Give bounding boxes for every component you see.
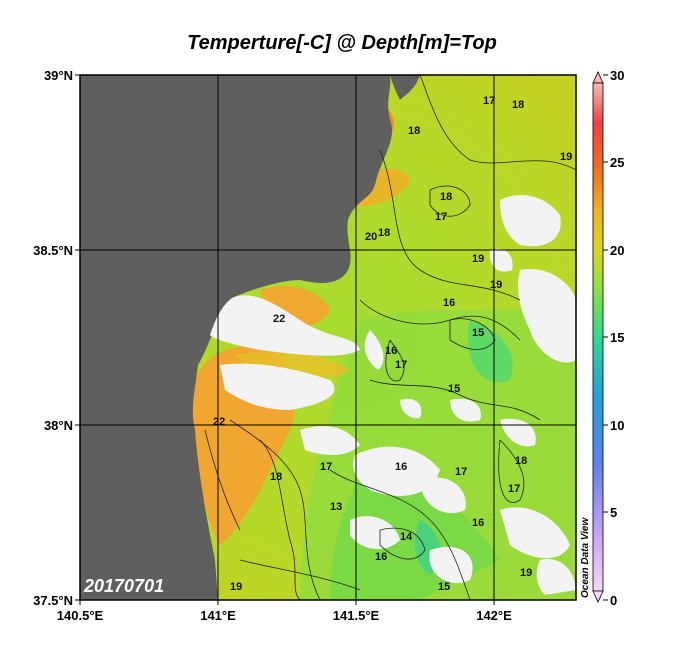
colorbar-tick-label: 25 [610, 155, 624, 170]
lat-label: 38°N [44, 418, 73, 433]
contour-label: 18 [378, 227, 390, 239]
lat-label: 37.5°N [33, 593, 73, 608]
lat-label: 38.5°N [33, 243, 73, 258]
grid-lines [80, 75, 576, 600]
plot-area: 17 18 18 19 18 17 20 18 19 19 16 15 16 1… [80, 75, 576, 600]
contour-label: 20 [365, 231, 377, 243]
contour-label: 17 [435, 211, 447, 223]
date-stamp: 20170701 [83, 576, 164, 596]
contour-label: 17 [320, 461, 332, 473]
contour-label: 18 [440, 191, 452, 203]
colorbar-tick-label: 10 [610, 418, 624, 433]
lon-label: 141.5°E [333, 608, 380, 623]
colorbar-tick-label: 30 [610, 68, 624, 83]
colorbar-tick-label: 0 [610, 593, 617, 608]
contour-label: 16 [443, 297, 455, 309]
colorbar-bottom-arrow [592, 590, 604, 603]
missing-data [210, 195, 576, 595]
contour-label: 16 [385, 345, 397, 357]
lon-label: 141°E [200, 608, 236, 623]
axis-ticks [75, 74, 495, 605]
contour-label: 15 [448, 383, 460, 395]
contour-label: 19 [520, 567, 532, 579]
contour-label: 19 [472, 253, 484, 265]
cold-eddy [468, 320, 513, 383]
colorbar: 30 25 20 15 10 5 0 [592, 68, 624, 608]
land-cape [390, 75, 420, 100]
contour-label: 16 [395, 461, 407, 473]
colorbar-top-arrow [592, 71, 604, 84]
contour-label: 18 [515, 455, 527, 467]
contour-label: 17 [483, 95, 495, 107]
contour-label: 19 [490, 279, 502, 291]
contour-label: 13 [330, 501, 342, 513]
ocean-data-view-watermark: Ocean Data View [580, 517, 591, 598]
contour-label: 15 [438, 581, 450, 593]
contour-label: 15 [472, 327, 484, 339]
land-mass [80, 75, 393, 600]
colorbar-tick-label: 15 [610, 330, 624, 345]
contour-label: 16 [472, 517, 484, 529]
contour-label: 14 [400, 531, 413, 543]
colorbar-tick-label: 20 [610, 243, 624, 258]
lon-label: 140.5°E [57, 608, 104, 623]
contour-label: 19 [560, 151, 572, 163]
lon-label: 142°E [476, 608, 512, 623]
contour-label: 16 [375, 551, 387, 563]
contour-label: 17 [508, 483, 520, 495]
contour-lines [204, 75, 576, 600]
map-title: Temperture[-C] @ Depth[m]=Top [187, 32, 497, 54]
colorbar-tick-label: 5 [610, 505, 617, 520]
contour-label: 22 [213, 416, 225, 428]
colorbar-gradient [592, 82, 604, 592]
contour-label: 18 [270, 471, 282, 483]
contour-label: 22 [273, 313, 285, 325]
contour-label: 17 [455, 466, 467, 478]
contour-label: 18 [408, 125, 420, 137]
contour-label-group: 17 18 18 19 18 17 20 18 19 19 16 15 16 1… [213, 95, 572, 593]
contour-label: 19 [230, 581, 242, 593]
contour-label: 18 [512, 99, 524, 111]
plot-frame [79, 74, 577, 601]
contour-label: 17 [395, 359, 407, 371]
lat-label: 39°N [44, 68, 73, 83]
